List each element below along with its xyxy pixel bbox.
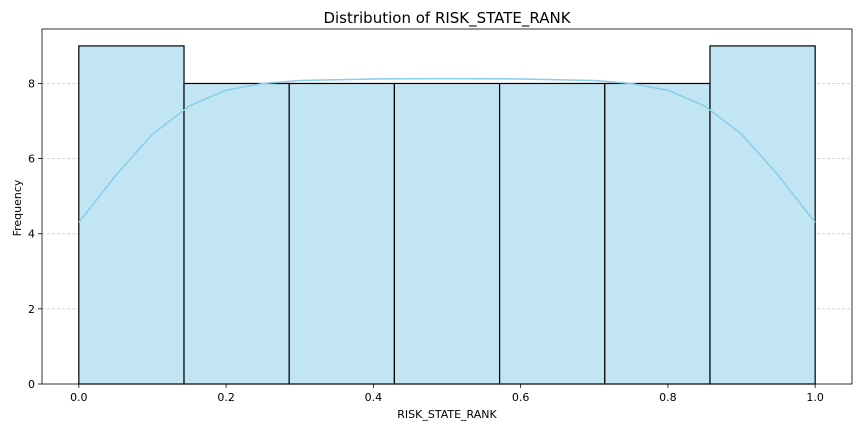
x-axis-ticks: 0.0 0.2 0.4 0.6 0.8 1.0: [70, 384, 824, 404]
histogram-bar-0: [78, 45, 185, 385]
histogram-bars: [78, 45, 816, 385]
y-axis-label: Frequency: [11, 179, 24, 236]
y-tick-label-0: 0: [28, 378, 35, 391]
y-tick-label-1: 2: [28, 303, 35, 316]
x-tick-label-2: 0.4: [365, 391, 383, 404]
x-tick-label-1: 0.2: [217, 391, 235, 404]
x-tick-label-0: 0.0: [70, 391, 88, 404]
y-axis-ticks: 0 2 4 6 8: [28, 77, 42, 391]
histogram-bar-2: [288, 82, 396, 385]
chart-title: Distribution of RISK_STATE_RANK: [323, 9, 571, 28]
y-tick-label-3: 6: [28, 153, 35, 166]
x-tick-label-3: 0.6: [512, 391, 530, 404]
y-tick-label-2: 4: [28, 228, 35, 241]
x-tick-label-4: 0.8: [659, 391, 677, 404]
histogram-bar-1: [183, 82, 290, 385]
histogram-bar-4: [498, 82, 606, 385]
histogram-bar-6: [709, 45, 816, 385]
histogram-bar-3: [393, 82, 501, 385]
kde-curve: [78, 77, 816, 223]
x-axis-label: RISK_STATE_RANK: [397, 408, 497, 421]
plot-frame: [41, 28, 853, 385]
y-tick-label-4: 8: [28, 77, 35, 90]
histogram-bar-5: [604, 82, 711, 385]
x-tick-label-5: 1.0: [806, 391, 824, 404]
